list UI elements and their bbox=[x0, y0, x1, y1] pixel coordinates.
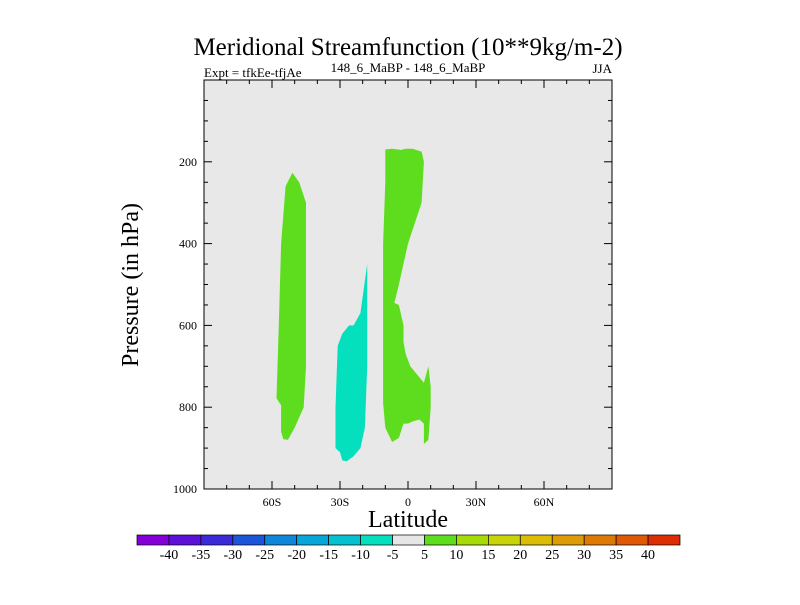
experiment-label: Expt = tfkEe-tfjAe bbox=[204, 65, 302, 80]
plot-area bbox=[204, 80, 612, 489]
colorbar-swatch bbox=[328, 534, 361, 546]
x-tick-label: 30S bbox=[331, 495, 350, 509]
x-tick-label: 60S bbox=[263, 495, 282, 509]
colorbar-swatch bbox=[583, 534, 617, 546]
y-tick-label: 600 bbox=[179, 318, 197, 332]
colorbar-swatch bbox=[232, 534, 266, 546]
colorbar-label: 25 bbox=[545, 548, 559, 563]
period-label: 148_6_MaBP - 148_6_MaBP bbox=[331, 60, 486, 75]
contour-region-2 bbox=[335, 264, 368, 462]
contour-region-3 bbox=[383, 148, 431, 444]
y-axis-label: Pressure (in hPa) bbox=[118, 203, 144, 367]
axis-ticks: 60S 30S 0 30N 60N 200 400 600 800 1000 bbox=[173, 80, 612, 509]
colorbar-swatch bbox=[424, 534, 457, 546]
contour-region-1 bbox=[276, 172, 306, 440]
x-tick-label: 60N bbox=[534, 495, 555, 509]
colorbar-label: 20 bbox=[513, 548, 527, 563]
contour-regions bbox=[276, 148, 431, 462]
colorbar-swatch bbox=[392, 534, 425, 546]
colorbar-swatch bbox=[615, 534, 649, 546]
x-axis-label: Latitude bbox=[368, 507, 448, 533]
colorbar-label: 10 bbox=[449, 548, 463, 563]
y-tick-label: 1000 bbox=[173, 482, 197, 496]
plot-frame bbox=[203, 79, 613, 490]
colorbar-swatch bbox=[519, 534, 553, 546]
colorbar-label: -10 bbox=[351, 548, 370, 563]
colorbar-label: -35 bbox=[192, 548, 211, 563]
colorbar-label: 35 bbox=[609, 548, 623, 563]
colorbar-label: -30 bbox=[223, 548, 242, 563]
colorbar-label: -15 bbox=[319, 548, 338, 563]
colorbar-label: -20 bbox=[287, 548, 306, 563]
colorbar-swatch bbox=[264, 534, 298, 546]
colorbar-label: -40 bbox=[160, 548, 179, 563]
colorbar-label: 15 bbox=[481, 548, 495, 563]
chart-title: Meridional Streamfunction (10**9kg/m-2) bbox=[193, 34, 622, 61]
colorbar-swatch bbox=[488, 534, 521, 546]
colorbar-label: 40 bbox=[641, 548, 655, 563]
colorbar-label: 5 bbox=[421, 548, 428, 563]
y-tick-label: 800 bbox=[179, 400, 197, 414]
colorbar-swatch bbox=[647, 534, 681, 546]
x-tick-label: 30N bbox=[466, 495, 487, 509]
colorbar-swatch bbox=[168, 534, 202, 546]
colorbar-swatch bbox=[296, 534, 329, 546]
colorbar-swatch bbox=[136, 534, 170, 546]
colorbar-swatch bbox=[456, 534, 489, 546]
colorbar-swatch bbox=[200, 534, 234, 546]
colorbar: -40 -35 -30 -25 -20 -15 -10 -5 5 10 15 20 25 30 35 40 bbox=[136, 534, 681, 563]
colorbar-label: -5 bbox=[387, 548, 399, 563]
x-tick-label: 0 bbox=[405, 495, 411, 509]
colorbar-swatch bbox=[551, 534, 585, 546]
season-label: JJA bbox=[592, 61, 612, 76]
colorbar-label: 30 bbox=[577, 548, 591, 563]
y-tick-label: 400 bbox=[179, 237, 197, 251]
y-tick-label: 200 bbox=[179, 155, 197, 169]
colorbar-label: -25 bbox=[255, 548, 274, 563]
colorbar-swatch bbox=[360, 534, 393, 546]
